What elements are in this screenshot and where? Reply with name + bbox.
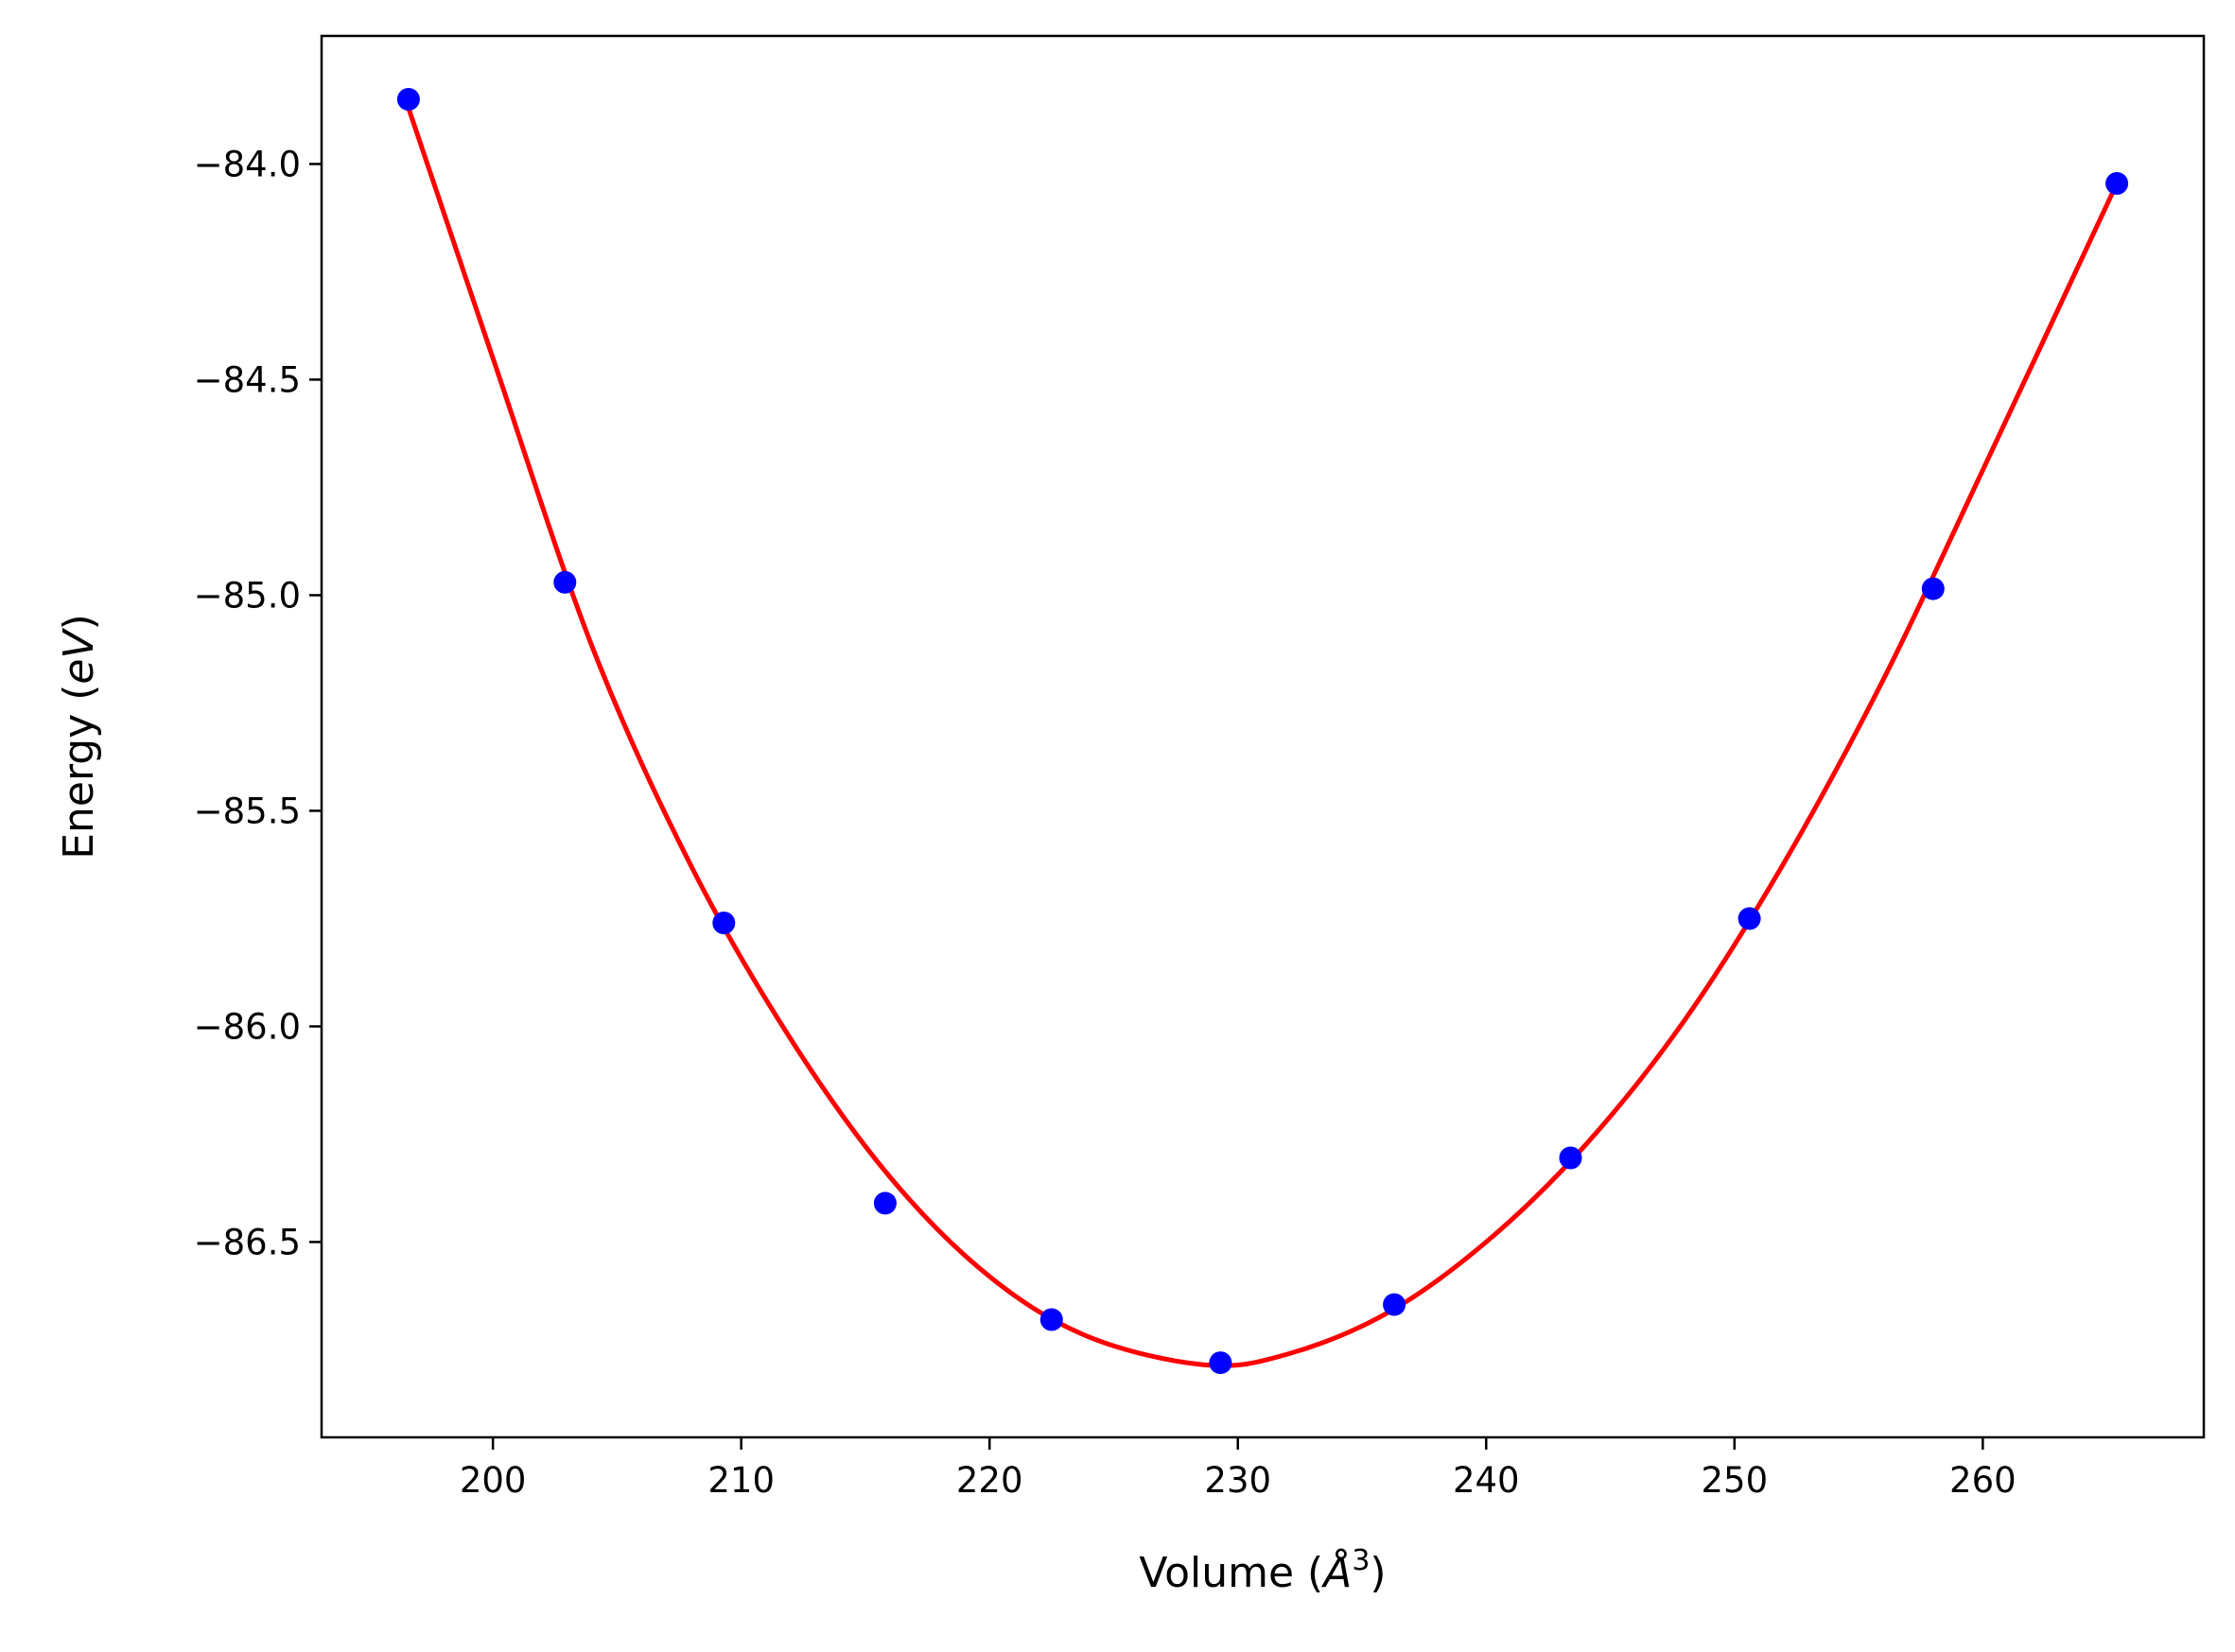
y-tick-label: −86.5 (194, 1222, 301, 1262)
data-point (553, 570, 577, 594)
data-point (1383, 1293, 1406, 1316)
data-point (1737, 907, 1761, 930)
data-point (1921, 577, 1945, 600)
y-axis-label: Energy (eV) (55, 614, 103, 860)
y-tick-label: −85.5 (194, 791, 301, 831)
x-tick-label: 220 (956, 1460, 1023, 1501)
data-point (873, 1191, 897, 1215)
x-axis: 200 210 220 230 240 250 260 (460, 1437, 2017, 1501)
fit-curve (406, 107, 2120, 1368)
data-point (712, 912, 736, 934)
y-tick-label: −86.0 (194, 1006, 301, 1047)
x-axis-label: Volume (Å3) (1139, 1544, 1386, 1597)
data-point (396, 88, 420, 111)
x-tick-label: 230 (1204, 1460, 1271, 1501)
y-tick-label: −85.0 (194, 575, 301, 616)
x-tick-label: 260 (1949, 1460, 2017, 1501)
x-tick-label: 240 (1453, 1460, 1520, 1501)
data-point (1039, 1308, 1063, 1331)
y-tick-label: −84.0 (194, 144, 301, 184)
axes-frame (320, 34, 2206, 1439)
y-tick-label: −84.5 (194, 359, 301, 400)
data-point (1559, 1146, 1582, 1170)
x-tick-label: 200 (460, 1460, 527, 1501)
plot-area (396, 88, 2129, 1375)
x-tick-label: 250 (1702, 1460, 1769, 1501)
y-axis: −84.0 −84.5 −85.0 −85.5 −86.0 −86.5 (194, 144, 322, 1262)
x-tick-label: 210 (707, 1460, 775, 1501)
data-point (2105, 172, 2129, 195)
data-point (1209, 1351, 1232, 1375)
